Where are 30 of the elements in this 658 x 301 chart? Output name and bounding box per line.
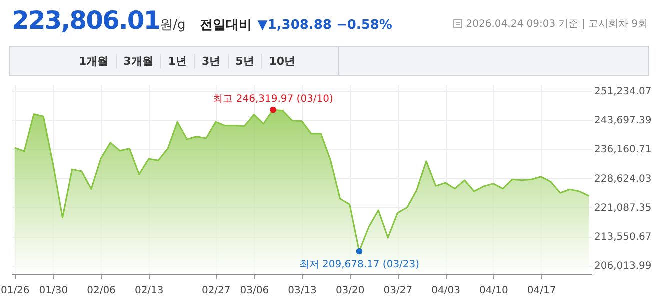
text: 3개월 — [116, 54, 160, 68]
text: 2026.04.24 09:03 기준 | 고시회차 9회 — [466, 18, 648, 31]
y-tick-label: 206,013.99 — [594, 261, 652, 272]
x-tick-label: 04/17 — [527, 286, 556, 296]
annotation: 최저 209,678.17 (03/23) — [299, 259, 420, 270]
text: 1개월 — [78, 54, 110, 68]
y-tick-label: 243,697.39 — [594, 116, 652, 127]
y-tick-label: 213,550.67 — [594, 232, 652, 244]
x-tick-label: 02/27 — [202, 286, 231, 296]
x-tick-label: 03/27 — [384, 286, 413, 296]
chart-title: 223,806.01원/g — [12, 6, 186, 35]
x-tick-label: 02/06 — [87, 286, 116, 296]
text: 10년 — [261, 54, 303, 68]
y-tick-label: 236,160.71 — [594, 144, 652, 156]
annotation: 최고 246,319.97 (03/10) — [213, 94, 334, 106]
text: 1년 — [160, 54, 194, 68]
y-tick-label: 228,624.03 — [594, 174, 652, 185]
x-tick-label: 03/13 — [288, 286, 317, 296]
x-tick-label: 01/26 — [0, 286, 30, 296]
x-tick-label: 04/03 — [432, 286, 460, 296]
x-tick-label: 03/06 — [240, 286, 270, 296]
x-tick-label: 01/30 — [39, 286, 68, 296]
y-tick-label: 221,087.35 — [594, 202, 652, 214]
x-tick-label: 03/20 — [336, 286, 365, 296]
text: 3년 — [194, 54, 228, 68]
chart-subtitle: 전일대비 ▼1,308.88 −0.58% — [200, 18, 392, 33]
y-tick-label: 251,234.07 — [594, 86, 652, 98]
x-tick-label: 02/13 — [134, 286, 164, 296]
text: 5년 — [228, 54, 262, 68]
x-tick-label: 04/10 — [480, 286, 508, 296]
